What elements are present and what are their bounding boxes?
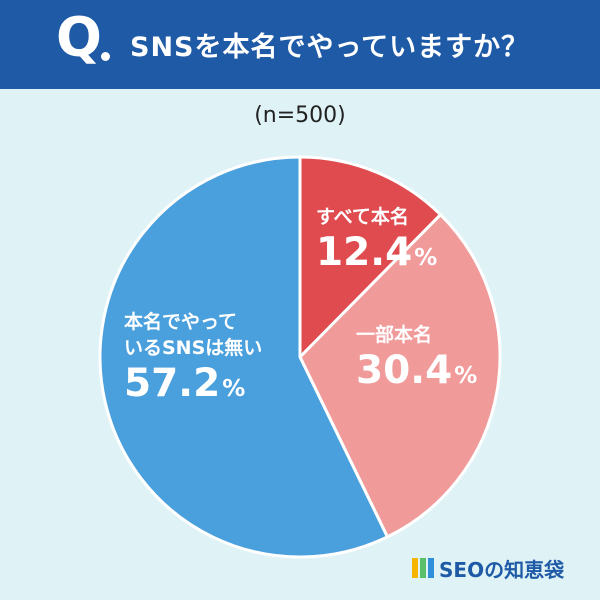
- slice-partial-real-name: [298, 213, 502, 539]
- value-partial-real-name-number: 30.4: [356, 348, 453, 393]
- brand-bar-1: [420, 558, 426, 578]
- value-no-real-name-number: 57.2: [124, 361, 221, 406]
- brand-name: SEOの知恵袋: [439, 554, 564, 583]
- brand-name-en: SEO: [439, 557, 485, 582]
- brand-bar-0: [412, 558, 418, 578]
- label-all-real-name: すべて本名 12.4%: [316, 204, 437, 281]
- label-no-real-name: 本名でやって いるSNSは無い 57.2%: [124, 309, 262, 412]
- slice-no-real-name: [98, 155, 389, 559]
- brand-logo: SEOの知恵袋: [412, 554, 564, 583]
- value-partial-real-name-unit: %: [454, 363, 478, 389]
- value-all-real-name-unit: %: [414, 245, 438, 271]
- brand-name-jp: の知恵袋: [484, 557, 565, 582]
- brand-bar-2: [428, 558, 434, 578]
- brand-bars-icon: [412, 558, 434, 578]
- value-no-real-name: 57.2%: [124, 361, 262, 412]
- question-mark-q: Q: [56, 6, 102, 69]
- page-title: SNSを本名でやっていますか？: [130, 32, 530, 63]
- label-no-real-name-line2: いるSNSは無い: [124, 337, 263, 359]
- value-all-real-name-number: 12.4: [316, 230, 413, 275]
- question-dot: [101, 52, 110, 61]
- label-all-real-name-text: すべて本名: [316, 206, 409, 228]
- value-no-real-name-unit: %: [222, 376, 246, 402]
- label-partial-real-name-text: 一部本名: [356, 324, 433, 346]
- value-all-real-name: 12.4%: [316, 230, 437, 281]
- slice-all-real-name: [298, 155, 443, 359]
- value-partial-real-name: 30.4%: [356, 348, 477, 399]
- label-no-real-name-line1: 本名でやって: [124, 311, 238, 333]
- label-partial-real-name: 一部本名 30.4%: [356, 322, 477, 399]
- header-bar: Q SNSを本名でやっていますか？: [0, 0, 600, 89]
- sample-size: (n=500): [254, 103, 346, 128]
